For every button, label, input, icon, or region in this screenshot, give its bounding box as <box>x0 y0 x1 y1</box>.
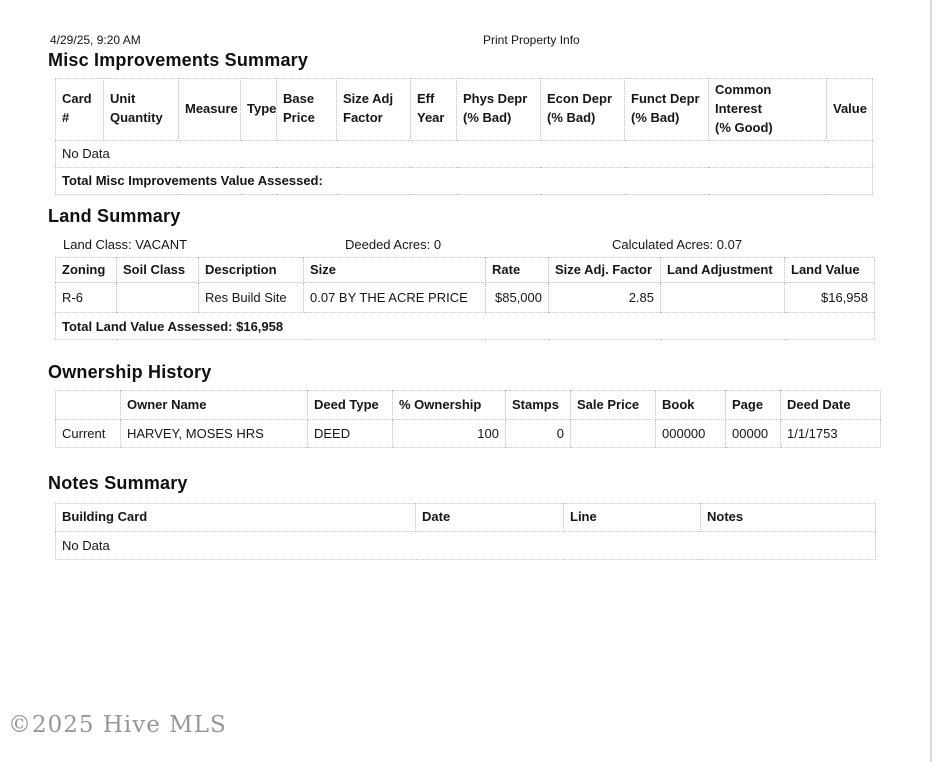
print-timestamp: 4/29/25, 9:20 AM <box>50 33 141 47</box>
print-header: 4/29/25, 9:20 AM Print Property Info <box>0 33 940 49</box>
land-header-rate: Rate <box>485 257 549 283</box>
ownership-sale-price-cell <box>570 419 656 448</box>
notes-header-building-card: Building Card <box>55 503 416 532</box>
misc-total-label: Total Misc Improvements Value Assessed: <box>62 173 323 189</box>
misc-improvements-title: Misc Improvements Summary <box>48 50 309 70</box>
misc-header-measure: Measure <box>178 78 241 141</box>
notes-summary-table: Building Card Date Line Notes No Data <box>55 503 876 560</box>
ownership-book-cell: 000000 <box>655 419 726 448</box>
misc-header-base-price: Base Price <box>276 78 337 141</box>
ownership-deed-date-cell: 1/1/1753 <box>787 426 838 441</box>
notes-header-row: Building Card Date Line Notes <box>55 503 876 532</box>
land-header-land-adjustment: Land Adjustment <box>660 257 785 283</box>
ownership-header-pct-ownership: % Ownership <box>392 390 506 420</box>
ownership-history-table: Owner Name Deed Type % Ownership Stamps … <box>55 390 881 448</box>
land-header-description: Description <box>198 257 304 283</box>
land-summary-table: Zoning Soil Class Description Size Rate … <box>55 257 875 340</box>
misc-header-eff-year: Eff Year <box>410 78 457 141</box>
land-header-zoning: Zoning <box>55 257 117 283</box>
misc-no-data-cell: No Data <box>55 140 873 168</box>
land-summary-title: Land Summary <box>48 206 181 226</box>
misc-header-card: Card # <box>55 78 104 141</box>
land-zoning-cell: R-6 <box>55 282 117 313</box>
misc-total-row: Total Misc Improvements Value Assessed: <box>56 167 873 194</box>
calculated-acres-text: Calculated Acres: 0.07 <box>612 237 743 252</box>
land-class-text: Land Class: VACANT <box>63 237 188 252</box>
land-header-row: Zoning Soil Class Description Size Rate … <box>55 257 875 283</box>
land-total-label: Total Land Value Assessed: $16,958 <box>62 318 284 334</box>
deeded-acres-text: Deeded Acres: 0 <box>345 237 442 252</box>
ownership-deed-type-cell: DEED <box>307 419 393 448</box>
ownership-header-owner-name: Owner Name <box>120 390 308 420</box>
notes-header-notes: Notes <box>700 503 876 532</box>
misc-header-unit-quantity: Unit Quantity <box>103 78 179 141</box>
ownership-status-cell: Current <box>55 419 121 448</box>
ownership-header-deed-date: Deed Date <box>780 390 881 420</box>
land-rate-cell: $85,000 <box>485 282 549 313</box>
hive-mls-watermark: ©2025 Hive MLS <box>8 712 227 738</box>
land-soil-class-cell <box>116 282 199 313</box>
ownership-header-page: Page <box>725 390 781 420</box>
notes-header-line: Line <box>563 503 701 532</box>
ownership-data-row: Current HARVEY, MOSES HRS DEED 100 0 000… <box>55 419 881 448</box>
ownership-header-status <box>55 390 121 420</box>
ownership-pct-cell: 100 <box>392 419 506 448</box>
notes-no-data-cell: No Data <box>62 538 110 553</box>
misc-header-econ-depr: Econ Depr (% Bad) <box>540 78 625 141</box>
misc-header-common-interest: Common Interest (% Good) <box>708 78 827 141</box>
ownership-owner-name-cell: HARVEY, MOSES HRS <box>120 419 308 448</box>
land-header-size: Size <box>303 257 486 283</box>
ownership-header-sale-price: Sale Price <box>570 390 656 420</box>
ownership-header-deed-type: Deed Type <box>307 390 393 420</box>
ownership-page-cell: 00000 <box>725 419 781 448</box>
ownership-header-book: Book <box>655 390 726 420</box>
misc-header-value: Value <box>826 78 873 141</box>
land-size-adj-factor-cell: 2.85 <box>548 282 661 313</box>
land-description-cell: Res Build Site <box>198 282 304 313</box>
land-total-row: Total Land Value Assessed: $16,958 <box>56 313 875 340</box>
ownership-header-row: Owner Name Deed Type % Ownership Stamps … <box>55 390 881 420</box>
land-header-land-value: Land Value <box>784 257 875 283</box>
notes-header-date: Date <box>415 503 564 532</box>
misc-header-funct-depr: Funct Depr (% Bad) <box>624 78 709 141</box>
land-adjustment-cell <box>660 282 785 313</box>
land-size-cell: 0.07 BY THE ACRE PRICE <box>303 282 486 313</box>
ownership-header-stamps: Stamps <box>505 390 571 420</box>
misc-header-phys-depr: Phys Depr (% Bad) <box>456 78 541 141</box>
scan-edge-artifact <box>930 0 932 762</box>
land-meta-row: Land Class: VACANT Deeded Acres: 0 Calcu… <box>0 237 940 253</box>
notes-summary-title: Notes Summary <box>48 473 188 493</box>
misc-no-data-row: No Data <box>55 140 873 168</box>
ownership-history-title: Ownership History <box>48 362 212 382</box>
misc-header-type: Type <box>240 78 277 141</box>
misc-header-row: Card # Unit Quantity Measure Type Base P… <box>55 78 873 141</box>
print-doc-title: Print Property Info <box>483 33 580 47</box>
misc-improvements-table: Card # Unit Quantity Measure Type Base P… <box>55 78 873 195</box>
misc-header-size-adj-factor: Size Adj Factor <box>336 78 411 141</box>
land-data-row: R-6 Res Build Site 0.07 BY THE ACRE PRIC… <box>55 282 875 313</box>
notes-no-data-row: No Data <box>56 532 876 560</box>
land-header-size-adj-factor: Size Adj. Factor <box>548 257 661 283</box>
ownership-stamps-cell: 0 <box>505 419 571 448</box>
land-value-cell: $16,958 <box>784 282 875 313</box>
land-header-soil-class: Soil Class <box>116 257 199 283</box>
